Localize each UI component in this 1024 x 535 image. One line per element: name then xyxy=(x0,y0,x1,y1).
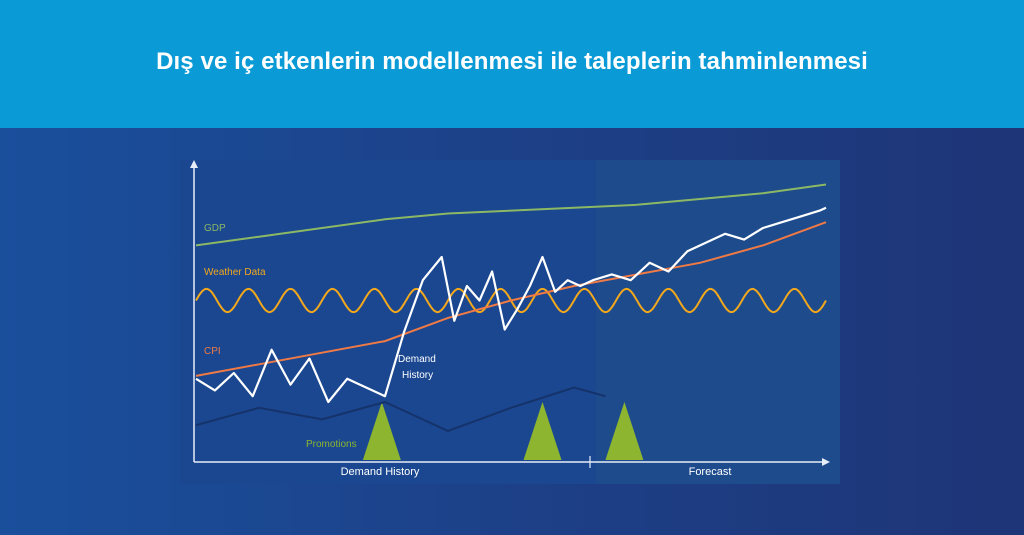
promotions-label: Promotions xyxy=(306,439,357,450)
demand-forecast-chart: GDP Weather Data CPI Demand History Prom… xyxy=(180,160,840,484)
page-title: Dış ve iç etkenlerin modellenmesi ile ta… xyxy=(156,48,868,75)
series-demand-history xyxy=(195,206,827,404)
promotion-triangle-2 xyxy=(523,402,562,460)
series-gdp xyxy=(195,183,827,247)
demand-label-line2: History xyxy=(402,370,433,381)
chart-svg: GDP Weather Data CPI Demand History Prom… xyxy=(180,160,840,484)
x-label-forecast: Forecast xyxy=(689,466,732,478)
series-cpi xyxy=(195,221,827,377)
x-axis-arrow xyxy=(822,458,830,466)
series-baseline xyxy=(195,386,606,433)
weather-label: Weather Data xyxy=(204,267,266,278)
gdp-label: GDP xyxy=(204,223,226,234)
x-label-demand-history: Demand History xyxy=(341,466,420,478)
promotion-triangle-3 xyxy=(605,402,644,460)
y-axis-arrow xyxy=(190,160,198,168)
demand-label-line1: Demand xyxy=(398,354,436,365)
cpi-label: CPI xyxy=(204,346,221,357)
header-banner: Dış ve iç etkenlerin modellenmesi ile ta… xyxy=(0,0,1024,128)
forecast-region xyxy=(596,160,840,484)
promotion-triangle-1 xyxy=(362,402,401,460)
